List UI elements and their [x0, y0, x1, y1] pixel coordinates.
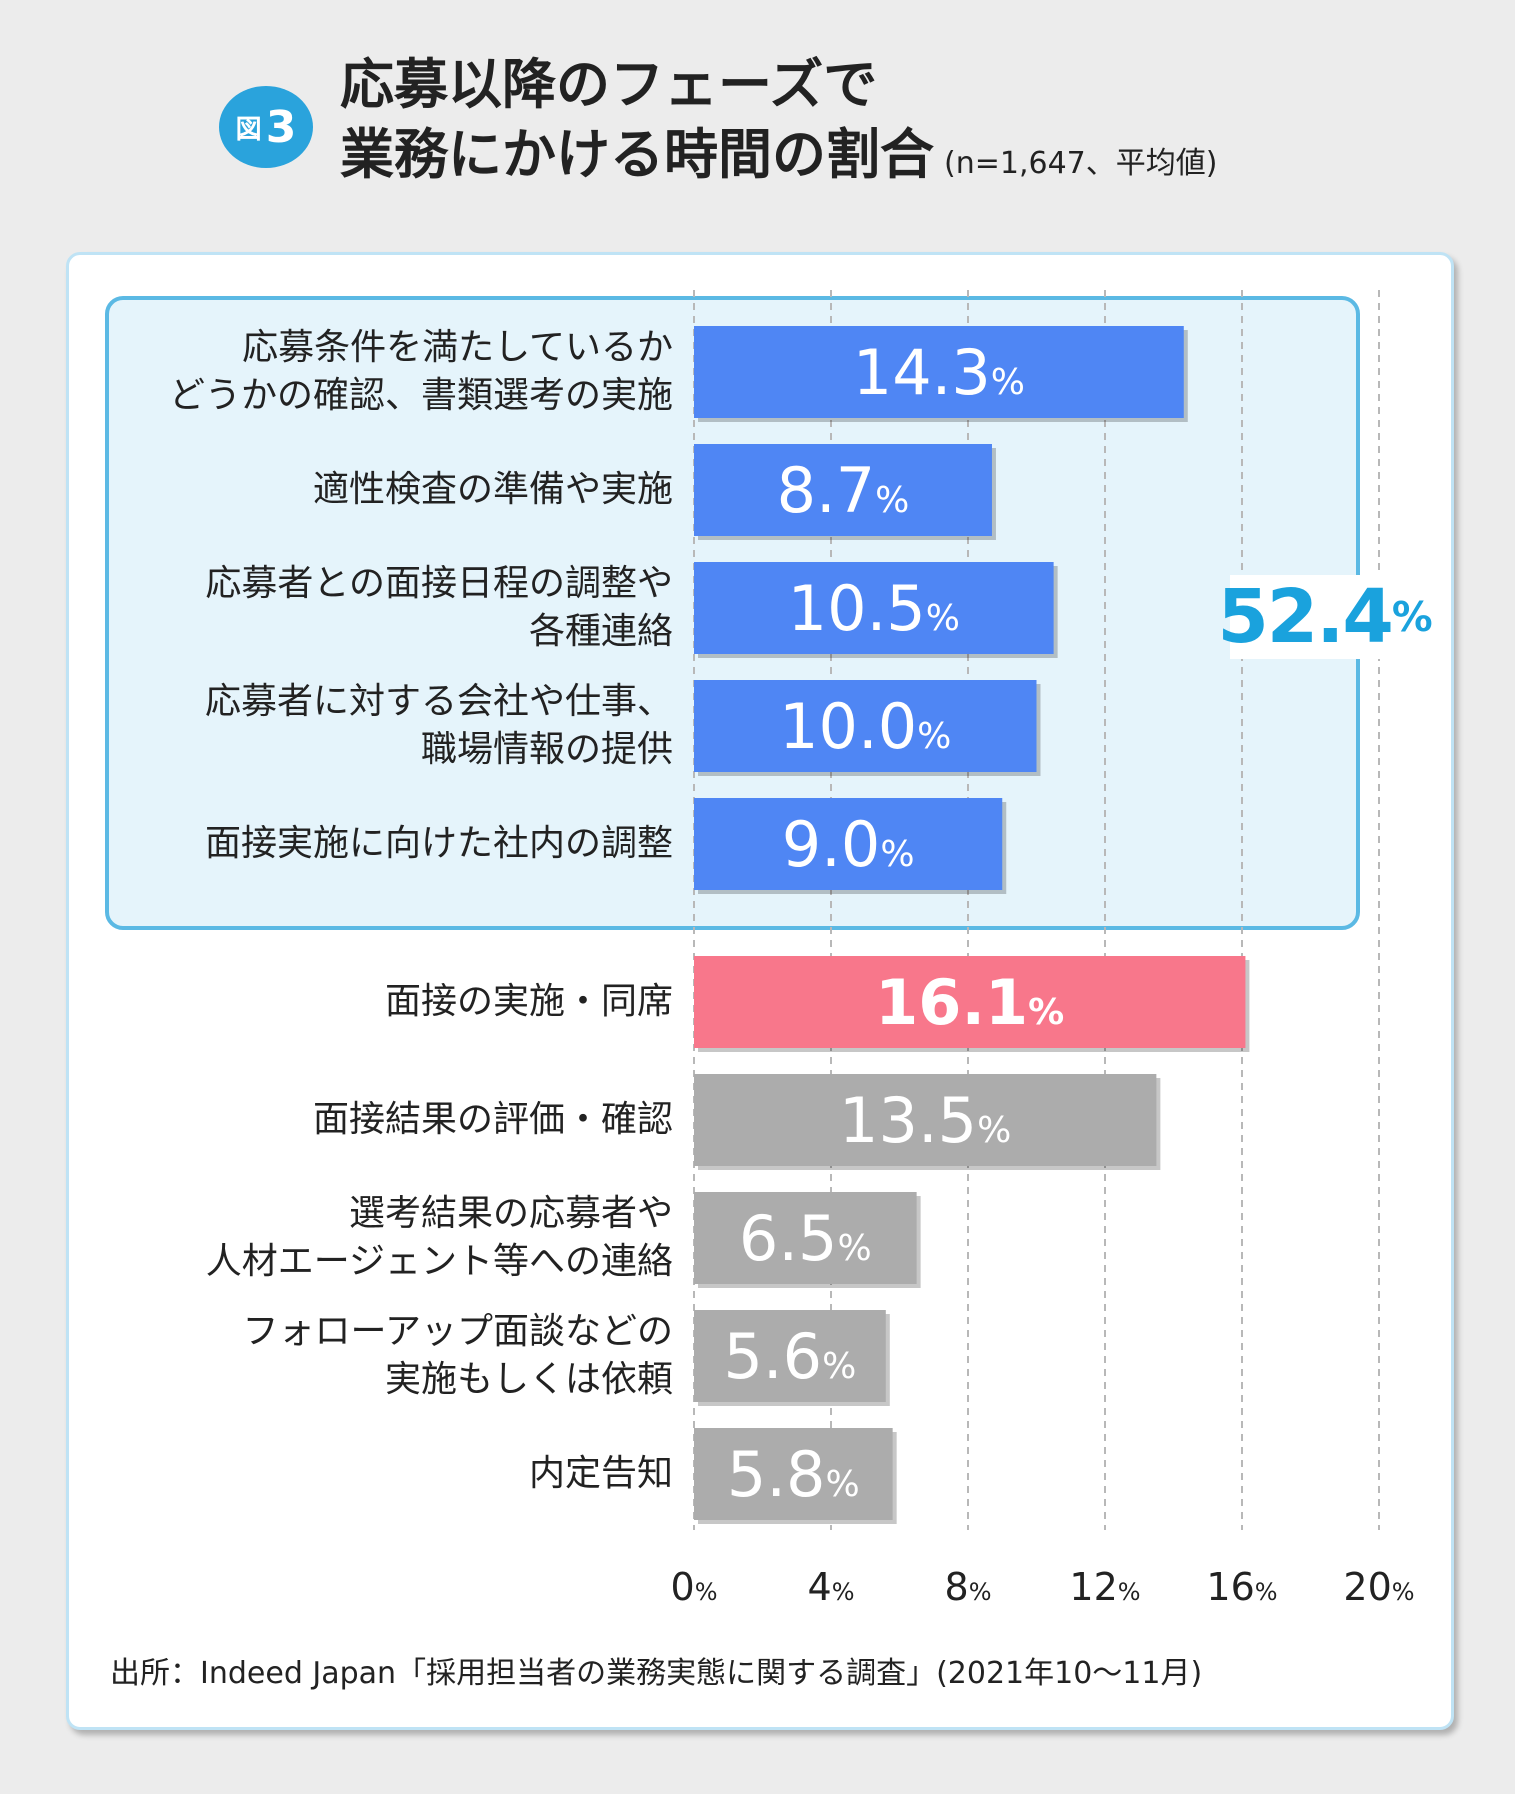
bar: [694, 1074, 1157, 1166]
x-tick-label: 20%: [1343, 1565, 1414, 1609]
bar-value-label: 8.7%: [777, 454, 910, 527]
bar: [694, 444, 992, 536]
category-label: フォローアップ面談などの実施もしくは依頼: [242, 1308, 673, 1404]
x-tick-label: 16%: [1206, 1565, 1277, 1609]
bar-value-label: 9.0%: [782, 808, 915, 881]
category-label: 応募者との面接日程の調整や各種連絡: [205, 560, 673, 656]
x-tick-label: 8%: [945, 1565, 992, 1609]
category-label-line: 応募者に対する会社や仕事、: [204, 681, 673, 722]
chart-subtitle: (n=1,647、平均値): [944, 146, 1218, 181]
category-label: 内定告知: [529, 1450, 673, 1498]
bar: [694, 1310, 886, 1402]
x-tick-label: 0%: [671, 1565, 718, 1609]
category-label-line: 選考結果の応募者や: [348, 1193, 673, 1234]
group-total-unit: %: [1391, 593, 1433, 641]
figure-badge: 図 3: [219, 86, 313, 168]
category-label-line: どうかの確認、書類選考の実施: [168, 375, 673, 416]
source-note: 出所：Indeed Japan「採用担当者の業務実態に関する調査」(2021年1…: [110, 1656, 1203, 1691]
category-label: 面接の実施・同席: [385, 978, 673, 1026]
chart-title: 応募以降のフェーズで 業務にかける時間の割合 (n=1,647、平均値): [340, 50, 1217, 199]
x-tick-label: 12%: [1069, 1565, 1140, 1609]
bar-value-label: 16.1%: [875, 966, 1064, 1039]
category-label-line: 職場情報の提供: [420, 729, 673, 770]
category-label-line: 応募者との面接日程の調整や: [205, 563, 673, 604]
category-label: 応募者に対する会社や仕事、職場情報の提供: [205, 678, 673, 774]
category-label: 選考結果の応募者や人材エージェント等への連絡: [206, 1190, 673, 1286]
bar-value-label: 13.5%: [839, 1084, 1011, 1157]
category-label: 適性検査の準備や実施: [313, 466, 673, 514]
figure-badge-label: 図: [235, 114, 262, 145]
bar: [694, 956, 1246, 1048]
bar: [694, 798, 1003, 890]
bar: [694, 562, 1054, 654]
category-label-line: 内定告知: [528, 1453, 673, 1494]
bar: [694, 680, 1037, 772]
chart-title-line2: 業務にかける時間の割合: [340, 123, 934, 186]
bar-value-label: 10.5%: [788, 572, 960, 645]
chart-title-line1: 応募以降のフェーズで: [340, 53, 878, 116]
bar: [694, 326, 1184, 418]
category-label-line: 応募条件を満たしているか: [242, 327, 673, 368]
x-tick-label: 4%: [808, 1565, 855, 1609]
bar-value-label: 5.8%: [727, 1438, 860, 1511]
category-label: 面接結果の評価・確認: [313, 1096, 673, 1144]
figure-badge-number: 3: [265, 101, 297, 153]
category-label-line: 各種連絡: [528, 611, 673, 652]
bar-value-label: 10.0%: [779, 690, 951, 763]
bar-value-label: 14.3%: [853, 336, 1025, 409]
category-label-line: フォローアップ面談などの: [242, 1311, 673, 1352]
category-label-line: 面接結果の評価・確認: [312, 1099, 673, 1140]
category-label-line: 実施もしくは依頼: [384, 1359, 673, 1400]
category-label: 応募条件を満たしているかどうかの確認、書類選考の実施: [169, 324, 673, 420]
category-label-line: 面接の実施・同席: [384, 981, 673, 1022]
bar-value-label: 6.5%: [739, 1202, 872, 1275]
category-label-line: 人材エージェント等への連絡: [205, 1241, 673, 1282]
bar-value-label: 5.6%: [723, 1320, 856, 1393]
bar: [694, 1192, 917, 1284]
category-label: 面接実施に向けた社内の調整: [205, 820, 673, 868]
category-label-line: 面接実施に向けた社内の調整: [204, 823, 673, 864]
bar: [694, 1428, 893, 1520]
group-total-badge: 52.4%: [1217, 574, 1432, 660]
category-label-line: 適性検査の準備や実施: [312, 469, 673, 510]
group-total-value: 52.4: [1217, 574, 1394, 660]
